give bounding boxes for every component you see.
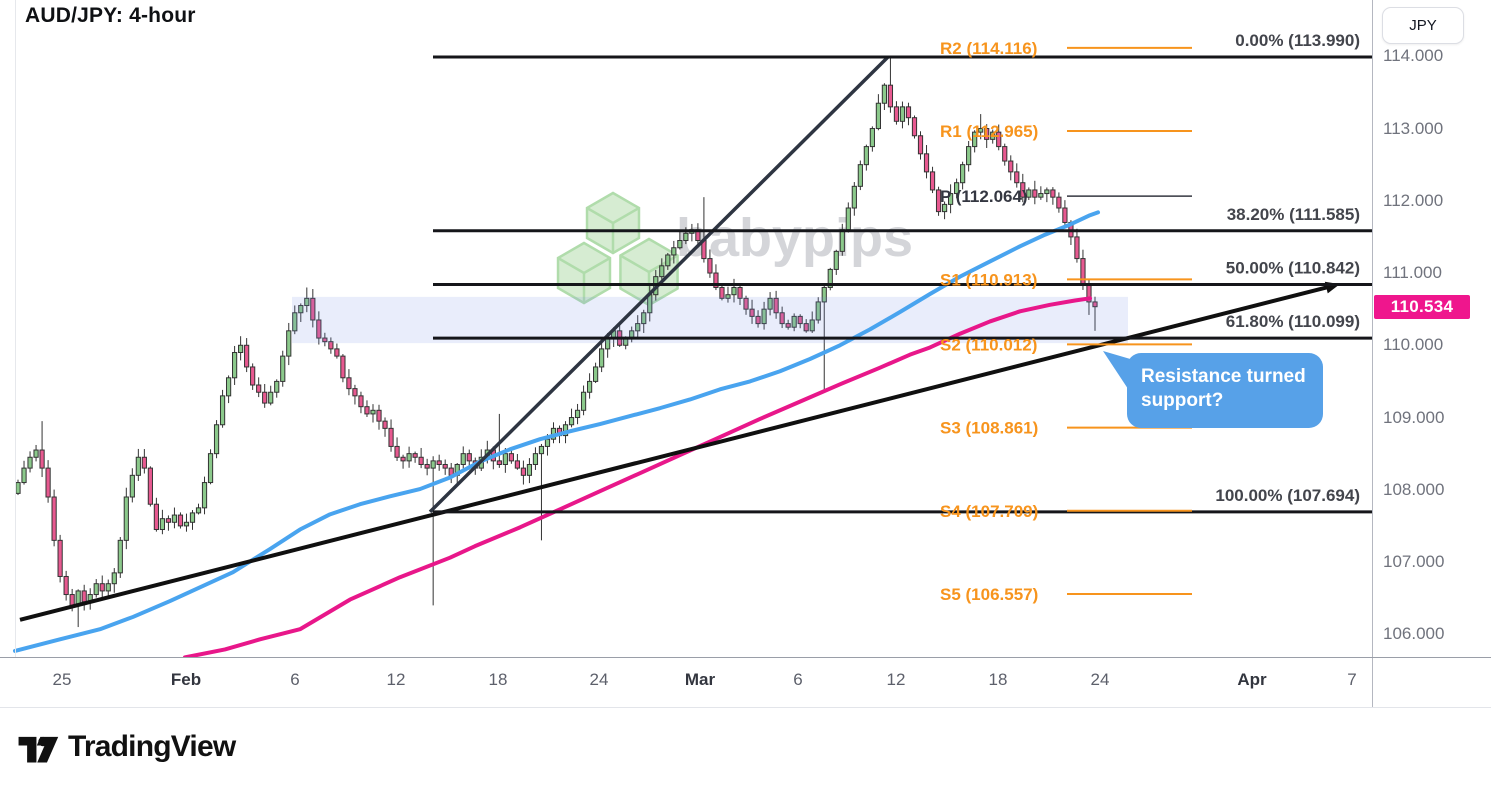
time-tick-label: 18 <box>488 670 508 689</box>
pivot-label-S3: S3 (108.861) <box>940 419 1038 438</box>
price-chart-canvas[interactable]: babypips 0.00% (113.990) 38.20% (111.585) 5… <box>0 0 1372 660</box>
pivot-label-R1: R1 (112.965) <box>940 122 1038 141</box>
pivot-label-S2: S2 (110.012) <box>940 335 1037 354</box>
price-tick-label: 113.000 <box>1383 118 1444 138</box>
fib-level-label: 100.00% (107.694) <box>1215 486 1360 505</box>
symbol-title: AUD/JPY: 4-hour <box>25 4 196 27</box>
time-tick-label: Apr <box>1237 670 1267 689</box>
fib-level-label: 61.80% (110.099) <box>1226 312 1360 331</box>
fib-level-label: 50.00% (110.842) <box>1226 258 1360 277</box>
price-tick-label: 110.000 <box>1383 335 1444 355</box>
price-tick-label: 114.000 <box>1383 46 1444 66</box>
time-tick-label: 24 <box>1090 670 1110 689</box>
last-price-label: 110.534 <box>1374 294 1470 319</box>
price-tick-label: 112.000 <box>1383 190 1444 210</box>
fib-level-label: 0.00% (113.990) <box>1235 31 1360 50</box>
watermark-text: babypips <box>676 208 913 268</box>
price-tick-label: 108.000 <box>1383 479 1445 499</box>
time-tick-label: Mar <box>684 670 716 689</box>
callout-text: Resistance turned <box>1141 366 1306 387</box>
plot-layers: babypips 0.00% (113.990) 38.20% (111.585) 5… <box>13 31 1372 657</box>
time-tick-label: 12 <box>886 670 906 689</box>
pivot-label-S1: S1 (110.913) <box>940 270 1037 289</box>
time-tick-label: 7 <box>1347 670 1357 689</box>
callout-bubble[interactable]: Resistance turned support? <box>1103 351 1323 428</box>
tradingview-icon <box>18 736 59 763</box>
callout-text: support? <box>1141 390 1223 411</box>
time-tick-label: 25 <box>52 670 72 689</box>
price-tick-label: 111.000 <box>1383 263 1442 283</box>
chart-bottom-border <box>0 707 1491 708</box>
price-tick-label: 107.000 <box>1383 552 1445 572</box>
pivot-label-S5: S5 (106.557) <box>940 585 1038 604</box>
price-tick-label: 109.000 <box>1383 407 1445 427</box>
time-axis[interactable]: 25 Feb 6 12 18 24 Mar 6 12 18 24 Apr 7 <box>0 658 1372 707</box>
currency-tab-jpy[interactable]: JPY <box>1382 7 1464 44</box>
price-tick-label: 106.000 <box>1383 624 1445 644</box>
price-axis-separator <box>1372 0 1373 707</box>
rising-trendline[interactable] <box>19 283 1336 622</box>
time-tick-label: 6 <box>290 670 300 689</box>
price-axis[interactable]: 114.000 113.000 112.000 111.000 110.000 109.0… <box>1373 0 1491 657</box>
time-tick-label: 12 <box>386 670 406 689</box>
time-tick-label: 24 <box>589 670 609 689</box>
pivot-label-R2: R2 (114.116) <box>940 39 1037 58</box>
tradingview-wordmark: TradingView <box>68 730 236 763</box>
time-tick-label: Feb <box>170 670 202 689</box>
pivot-label-P: P (112.064) <box>940 187 1028 206</box>
time-axis-separator <box>0 657 1491 658</box>
time-tick-label: 6 <box>793 670 803 689</box>
tradingview-logo[interactable]: TradingView <box>17 727 236 767</box>
ma-fast-blue-line[interactable] <box>13 210 1100 653</box>
time-tick-label: 18 <box>988 670 1008 689</box>
candles-layer <box>15 57 1098 628</box>
pivot-label-S4: S4 (107.709) <box>940 502 1038 521</box>
babypips-watermark: babypips <box>556 191 913 307</box>
pane-left-border <box>15 0 16 657</box>
fib-level-label: 38.20% (111.585) <box>1227 205 1360 224</box>
